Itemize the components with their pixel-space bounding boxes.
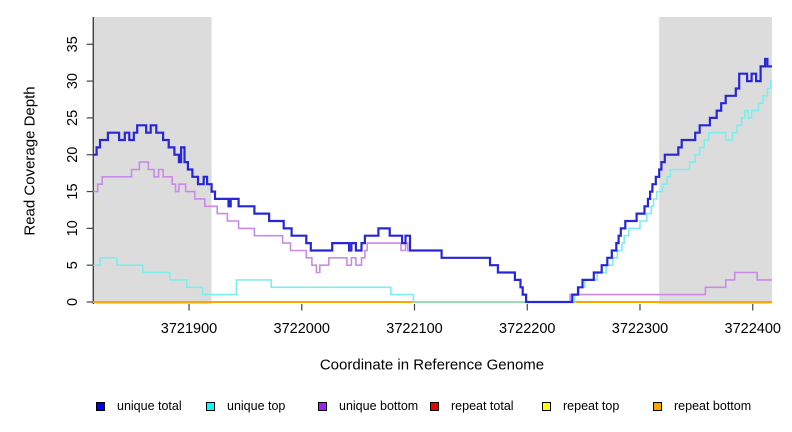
- y-axis-tick-label: 10: [65, 220, 81, 236]
- y-axis-tick-label: 30: [65, 73, 81, 89]
- x-axis-label: Coordinate in Reference Genome: [319, 356, 545, 374]
- legend-item-unique-bottom: unique bottom: [318, 397, 418, 415]
- y-axis-tick-label: 20: [65, 147, 81, 163]
- legend-item-repeat-total: repeat total: [430, 397, 514, 415]
- y-axis-tick-label: 25: [65, 110, 81, 126]
- legend-swatch-unique-top: [206, 401, 215, 411]
- legend-item-unique-top: unique top: [206, 397, 285, 415]
- y-axis-tick-label: 5: [65, 261, 81, 269]
- x-axis-tick-label: 3722300: [612, 321, 668, 337]
- legend-label: repeat bottom: [674, 399, 752, 413]
- legend-swatch-repeat-total: [430, 401, 439, 411]
- y-axis-tick-label: 0: [65, 298, 81, 306]
- x-axis-tick-label: 3722100: [386, 321, 442, 337]
- shaded-region-left: [93, 17, 212, 304]
- legend-swatch-unique-bottom: [318, 401, 327, 411]
- legend-item-repeat-bottom: repeat bottom: [653, 397, 751, 415]
- legend-label: unique total: [117, 399, 182, 413]
- x-axis-tick-label: 3722400: [725, 321, 781, 337]
- y-axis-label: Read Coverage Depth: [21, 86, 39, 236]
- y-axis-tick-label: 35: [65, 36, 81, 52]
- x-axis-tick-label: 3722200: [499, 321, 555, 337]
- legend-label: repeat total: [451, 399, 514, 413]
- legend: unique total unique top unique bottom repea…: [0, 397, 792, 417]
- series-line-unique-top: [93, 80, 772, 303]
- legend-label: unique top: [227, 399, 286, 413]
- legend-swatch-unique-total: [96, 401, 105, 411]
- x-axis-tick-label: 3721900: [161, 321, 217, 337]
- series-line-unique-total: [93, 57, 772, 304]
- x-axis-tick-label: 3722000: [274, 321, 330, 337]
- legend-label: repeat top: [563, 399, 620, 413]
- shaded-region-right: [659, 17, 772, 304]
- legend-swatch-repeat-bottom: [653, 401, 662, 411]
- legend-label: unique bottom: [339, 399, 419, 413]
- y-axis-tick-label: 15: [65, 183, 81, 199]
- legend-item-repeat-top: repeat top: [542, 397, 619, 415]
- legend-item-unique-total: unique total: [96, 397, 182, 415]
- legend-swatch-repeat-top: [542, 401, 551, 411]
